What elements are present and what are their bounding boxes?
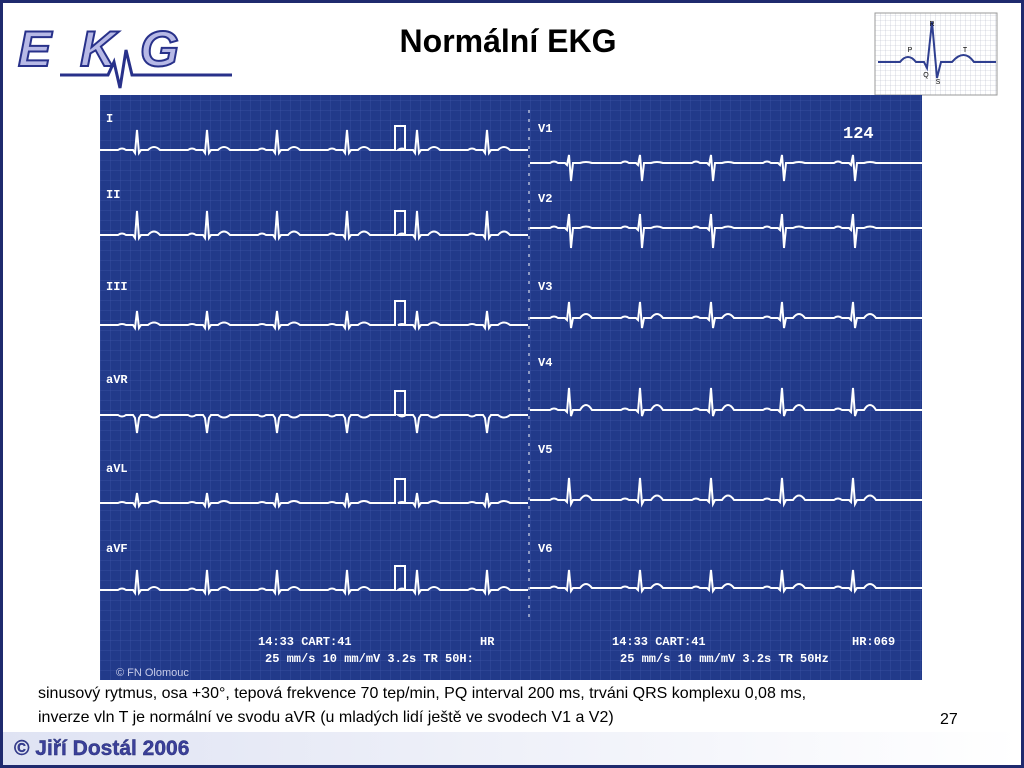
ecg-trace [530,569,922,594]
ecg-trace [530,213,922,249]
logo-letter: E [18,21,53,77]
slide-title: Normální EKG [400,23,617,59]
icon-label: R [929,21,934,28]
ecg-trace [100,565,528,596]
ecg-trace [100,125,528,156]
ecg-trace [530,154,922,182]
footer-band [3,732,1021,765]
logo: E K G [17,20,232,89]
icon-label: T [963,47,968,54]
lead-label: V6 [538,542,552,556]
ecg-footer: 25 mm/s 10 mm/mV 3.2s TR 50Hz [620,652,829,666]
ecg-trace [100,390,528,434]
ecg-trace [530,301,922,329]
icon-label: S [936,79,941,86]
ecg-footer: HR [480,635,495,649]
logo-letter: G [140,21,179,77]
lead-label: V5 [538,443,552,457]
ecg-credit: © FN Olomouc [116,667,189,679]
icon-label: Q [923,72,929,79]
ecg-trace [100,300,528,331]
ecg-trace [530,477,922,508]
ecg-footer: HR:069 [852,635,895,649]
caption-line: inverze vln T je normální ve svodu aVR (… [38,709,614,726]
lead-label: V3 [538,280,552,294]
ecg-footer: 14:33 CART:41 [258,635,352,649]
lead-label: II [106,188,120,202]
icon-label: P [908,47,913,54]
lead-label: V2 [538,192,552,206]
ecg-trace [100,478,528,509]
ecg-number: 124 [843,125,874,144]
lead-label: aVF [106,542,128,556]
page-number: 27 [940,711,958,728]
lead-label: V4 [538,356,552,370]
lead-label: III [106,280,128,294]
ecg-trace [530,387,922,417]
ekg-icon: R P T Q S [874,12,998,96]
lead-label: aVL [106,462,128,476]
lead-label: I [106,112,113,126]
lead-label: aVR [106,373,128,387]
author: © Jiří Dostál 2006 [14,737,189,760]
ecg-footer: 25 mm/s 10 mm/mV 3.2s TR 50H: [265,652,474,666]
ecg-footer: 14:33 CART:41 [612,635,706,649]
caption-line: sinusový rytmus, osa +30°, tepová frekve… [38,685,806,702]
ecg-trace [100,210,528,241]
lead-label: V1 [538,122,552,136]
